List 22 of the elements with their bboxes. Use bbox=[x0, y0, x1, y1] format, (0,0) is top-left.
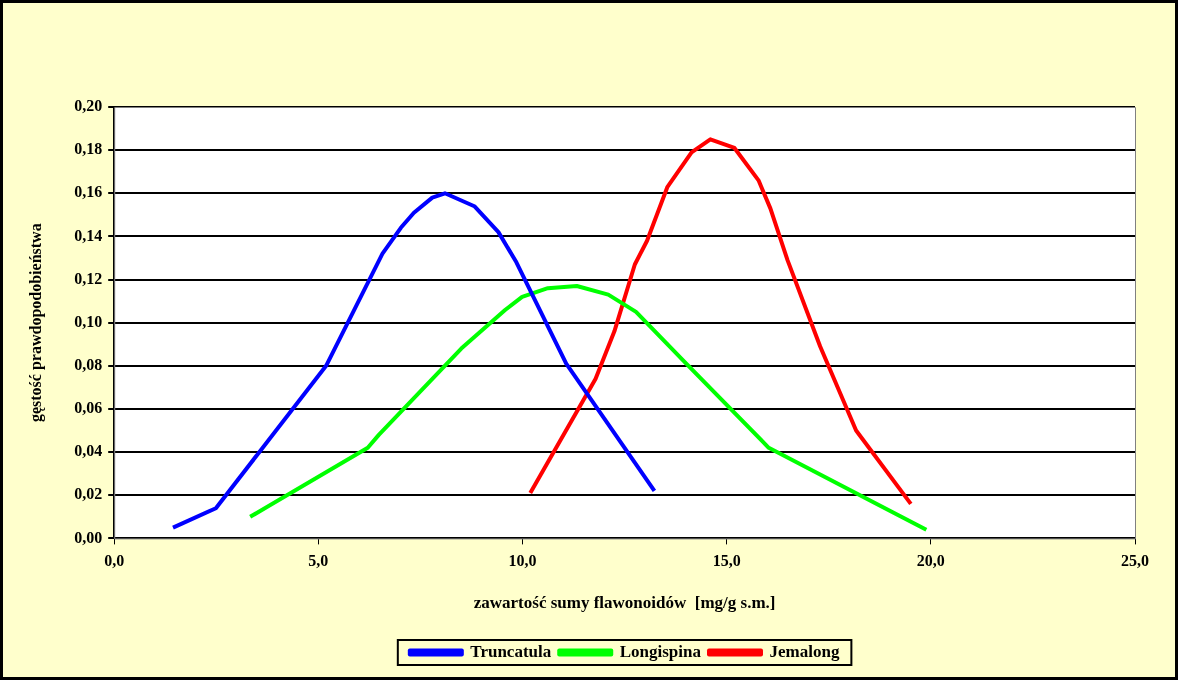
x-tick-label: 5,0 bbox=[308, 552, 329, 570]
y-tick-label: 0,18 bbox=[74, 140, 103, 158]
y-tick-label: 0,06 bbox=[74, 399, 103, 417]
y-tick-label: 0,12 bbox=[74, 269, 103, 287]
x-tick-label: 10,0 bbox=[508, 552, 537, 570]
y-tick-label: 0,02 bbox=[74, 485, 103, 503]
y-tick-label: 0,04 bbox=[74, 442, 103, 460]
x-axis-title: zawartość sumy flawonoidów [mg/g s.m.] bbox=[473, 593, 776, 613]
x-tick-label: 15,0 bbox=[712, 552, 741, 570]
x-tick-label: 0,0 bbox=[104, 552, 125, 570]
x-tick-label: 25,0 bbox=[1121, 552, 1149, 570]
legend-label: Jemalong bbox=[769, 641, 840, 661]
y-tick-label: 0,00 bbox=[74, 528, 103, 546]
y-tick-label: 0,16 bbox=[74, 183, 103, 201]
y-axis-title: gęstość prawdopodobieństwa bbox=[26, 223, 45, 423]
y-tick-label: 0,20 bbox=[74, 97, 103, 115]
legend-label: Truncatula bbox=[470, 641, 552, 661]
y-tick-label: 0,10 bbox=[74, 312, 103, 330]
y-tick-label: 0,08 bbox=[74, 355, 103, 373]
legend-label: Longispina bbox=[619, 641, 702, 661]
x-tick-label: 20,0 bbox=[916, 552, 945, 570]
y-tick-label: 0,14 bbox=[74, 226, 103, 244]
